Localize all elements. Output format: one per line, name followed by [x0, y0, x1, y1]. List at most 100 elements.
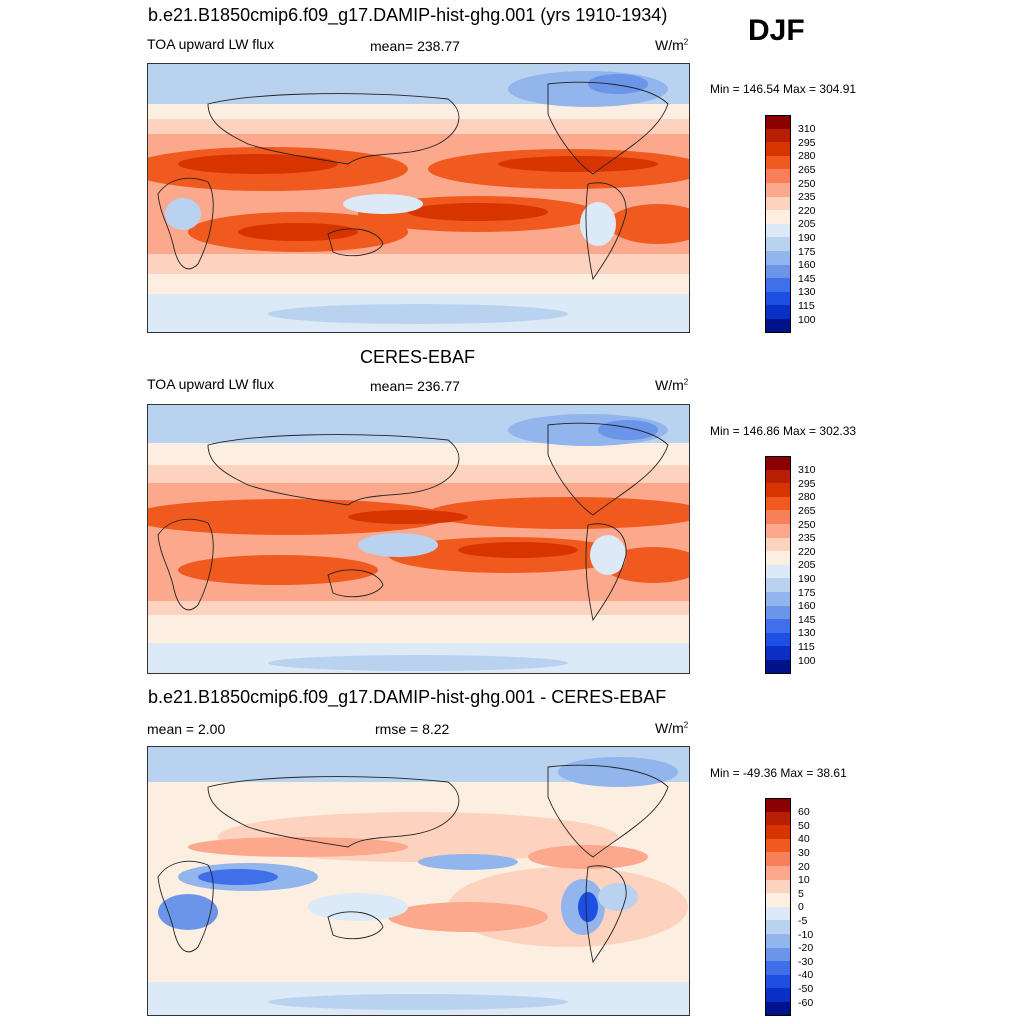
panel-1-colorbar-tick: 265 [798, 164, 816, 176]
panel-1-colorbar-swatch [765, 223, 791, 238]
panel-2-colorbar-tick: 265 [798, 505, 816, 517]
panel-2-colorbar-swatch [765, 632, 791, 647]
panel-2-colorbar [765, 456, 791, 674]
panel-2-colorbar-swatch [765, 469, 791, 484]
panel-2-colorbar-swatch [765, 646, 791, 660]
panel-1-colorbar [765, 115, 791, 333]
panel-1-colorbar-swatch [765, 237, 791, 251]
panel-3-colorbar-swatch [765, 811, 791, 826]
panel-1-minmax: Min = 146.54 Max = 304.91 [710, 82, 857, 96]
panel-1-colorbar-tick: 115 [798, 300, 815, 312]
panel-3-colorbar-tick: 10 [798, 874, 810, 886]
panel-3-colorbar-tick: 5 [798, 888, 804, 900]
panel-2-colorbar-swatch [765, 523, 791, 538]
panel-3-title: b.e21.B1850cmip6.f09_g17.DAMIP-hist-ghg.… [148, 687, 667, 707]
panel-3-colorbar-swatch [765, 988, 791, 1002]
panel-3-colorbar-tick: 40 [798, 833, 810, 845]
panel-1-colorbar-tick: 160 [798, 259, 816, 271]
panel-3-map [147, 746, 690, 1016]
panel-3-colorbar-tick: -30 [798, 956, 814, 968]
panel-2-colorbar-swatch [765, 496, 791, 511]
panel-2-colorbar-tick: 235 [798, 532, 816, 544]
panel-2-map [147, 404, 690, 674]
panel-1-units: W/m2 [655, 37, 689, 53]
panel-2-variable-label: TOA upward LW flux [147, 376, 275, 392]
panel-1-colorbar-swatch [765, 128, 791, 143]
panel-3-colorbar-swatch [765, 906, 791, 921]
panel-2-colorbar-tick: 220 [798, 546, 816, 558]
panel-3-map-field [148, 747, 689, 1015]
panel-2-colorbar-swatch [765, 591, 791, 606]
panel-3-colorbar-swatch [765, 825, 791, 839]
panel-2-colorbar-tick: 190 [798, 573, 816, 585]
panel-1-colorbar-swatch [765, 142, 791, 156]
panel-1-colorbar-swatch [765, 169, 791, 183]
panel-1-colorbar-swatch [765, 250, 791, 265]
panel-1-colorbar-tick: 220 [798, 205, 816, 217]
panel-3-colorbar-swatch [765, 920, 791, 934]
panel-1-colorbar-swatch [765, 305, 791, 319]
panel-1-colorbar-tick: 175 [798, 246, 816, 258]
panel-1-variable-label: TOA upward LW flux [147, 36, 275, 52]
panel-1-colorbar-tick: 235 [798, 191, 816, 203]
panel-1-title: b.e21.B1850cmip6.f09_g17.DAMIP-hist-ghg.… [148, 5, 668, 25]
panel-2-colorbar-swatch [765, 605, 791, 620]
panel-1-colorbar-swatch [765, 182, 791, 197]
panel-1-colorbar-tick: 100 [798, 314, 816, 326]
panel-1-colorbar-tick: 250 [798, 178, 816, 190]
panel-3-colorbar-swatch [765, 974, 791, 989]
panel-2-minmax: Min = 146.86 Max = 302.33 [710, 424, 857, 438]
panel-2-colorbar-tick: 145 [798, 614, 816, 626]
panel-3-colorbar-swatch [765, 947, 791, 962]
panel-2-colorbar-tick: 205 [798, 559, 816, 571]
panel-1-colorbar-swatch [765, 196, 791, 211]
panel-3-colorbar-tick: 60 [798, 806, 810, 818]
panel-3-colorbar-tick: -20 [798, 942, 814, 954]
panel-2-map-field [148, 405, 689, 673]
panel-2-colorbar-swatch [765, 456, 791, 470]
panel-1-colorbar-tick: 295 [798, 137, 816, 149]
panel-1-colorbar-swatch [765, 115, 791, 129]
panel-2-colorbar-swatch [765, 564, 791, 579]
panel-3-colorbar-swatch [765, 961, 791, 975]
panel-3-minmax: Min = -49.36 Max = 38.61 [710, 766, 847, 780]
panel-3-colorbar-tick: 50 [798, 820, 810, 832]
panel-2-title: CERES-EBAF [360, 347, 476, 367]
panel-1-colorbar-tick: 310 [798, 123, 816, 135]
panel-2-colorbar-swatch [765, 619, 791, 633]
panel-2-colorbar-swatch [765, 483, 791, 497]
panel-3-colorbar-swatch [765, 893, 791, 907]
panel-1-colorbar-tick: 145 [798, 273, 816, 285]
panel-3-rmse-label: rmse = 8.22 [375, 721, 450, 737]
panel-3-colorbar-swatch [765, 798, 791, 812]
panel-2-colorbar-swatch [765, 537, 791, 552]
panel-1-colorbar-swatch [765, 264, 791, 279]
panel-1-colorbar-swatch [765, 291, 791, 306]
panel-1-colorbar-swatch [765, 155, 791, 170]
panel-1-colorbar-swatch [765, 278, 791, 292]
panel-1-colorbar-tick: 205 [798, 218, 816, 230]
panel-3-colorbar-tick: -40 [798, 969, 814, 981]
panel-3-mean-label: mean = 2.00 [147, 721, 226, 737]
panel-2-colorbar-tick: 280 [798, 491, 816, 503]
panel-1-map-field [148, 64, 689, 332]
panel-2-colorbar-swatch [765, 551, 791, 565]
panel-3-colorbar-tick: 30 [798, 847, 810, 859]
panel-1-colorbar-tick: 130 [798, 286, 816, 298]
panel-3-colorbar-tick: -60 [798, 997, 814, 1009]
panel-3-colorbar-tick: -10 [798, 929, 814, 941]
panel-2-colorbar-tick: 295 [798, 478, 816, 490]
panel-2-mean-label: mean= 236.77 [370, 378, 460, 394]
panel-1-colorbar-swatch [765, 318, 791, 333]
panel-2-colorbar-tick: 160 [798, 600, 816, 612]
panel-2-colorbar-tick: 100 [798, 655, 816, 667]
panel-3-colorbar-tick: -50 [798, 983, 814, 995]
panel-3-colorbar-swatch [765, 879, 791, 894]
panel-2-colorbar-swatch [765, 510, 791, 524]
panel-2-colorbar-tick: 130 [798, 627, 816, 639]
panel-1-colorbar-tick: 280 [798, 150, 816, 162]
panel-1-map [147, 63, 690, 333]
panel-3-colorbar-swatch [765, 838, 791, 853]
panel-2-colorbar-tick: 250 [798, 519, 816, 531]
panel-2-colorbar-tick: 310 [798, 464, 816, 476]
